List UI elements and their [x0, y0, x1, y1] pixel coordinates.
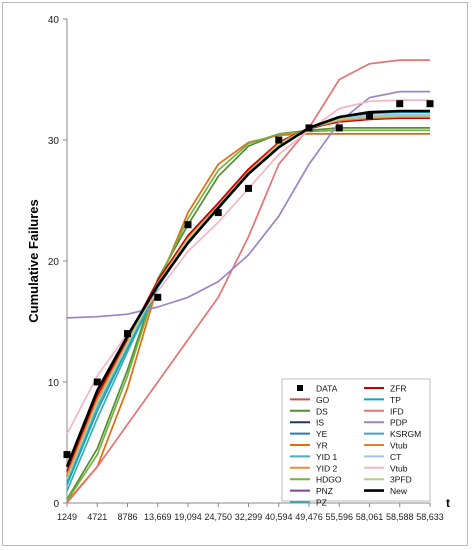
legend-label: HDGO — [316, 475, 342, 485]
legend-label: IFD — [390, 406, 404, 416]
chart-frame — [2, 2, 468, 546]
y-tick-label: 20 — [48, 257, 60, 268]
x-tick-label: 1249 — [57, 512, 77, 522]
x-tick-label: 55,596 — [325, 512, 353, 522]
legend-label: GO — [316, 395, 330, 405]
x-tick-label: 58,588 — [386, 512, 414, 522]
y-tick-label: 40 — [48, 15, 60, 26]
legend-marker-data — [297, 385, 303, 391]
legend-label: Vtub — [390, 441, 408, 451]
data-point — [124, 330, 131, 338]
x-tick-label: 24,750 — [204, 512, 232, 522]
x-tick-label: 13,669 — [144, 512, 172, 522]
legend-label: KSRGM — [390, 429, 421, 439]
legend-label: YID 1 — [316, 452, 338, 462]
data-point — [154, 293, 162, 301]
x-tick-label: 32,299 — [235, 512, 263, 522]
x-tick-label: 49,476 — [295, 512, 323, 522]
x-axis-label: t — [446, 496, 450, 510]
legend-label: PZ — [316, 498, 327, 508]
y-tick-label: 30 — [48, 136, 60, 147]
data-point — [396, 100, 404, 108]
x-tick-label: 58,633 — [416, 512, 444, 522]
legend-label: YE — [316, 429, 328, 439]
data-point — [245, 184, 252, 192]
legend-label: Vtub — [390, 463, 408, 473]
y-axis-label: Cumulative Failures — [26, 199, 41, 323]
legend-label: YID 2 — [316, 463, 338, 473]
data-point — [426, 100, 434, 108]
data-point — [214, 209, 222, 217]
legend-label: New — [390, 486, 408, 496]
x-tick-label: 58,061 — [356, 512, 384, 522]
series-line-hdgo — [66, 129, 430, 502]
legend-label: DS — [316, 406, 328, 416]
data-point — [275, 136, 283, 144]
legend-label: IS — [316, 418, 324, 428]
legend-label: 3PFD — [390, 475, 412, 485]
legend-label: CT — [390, 452, 401, 462]
x-tick-label: 4721 — [87, 512, 107, 522]
data-point — [335, 124, 343, 132]
legend-label: ZFR — [390, 384, 407, 394]
data-point — [366, 112, 373, 120]
legend-label: YR — [316, 441, 328, 451]
legend-label: PNZ — [316, 486, 333, 496]
x-tick-label: 19,094 — [174, 512, 202, 522]
data-points — [63, 100, 434, 459]
legend-label: PDP — [390, 418, 408, 428]
series-line-ds — [66, 127, 430, 500]
series-line-pdp — [66, 90, 430, 319]
x-tick-label: 40,594 — [265, 512, 293, 522]
data-point — [63, 451, 71, 459]
x-tick-label: 8786 — [117, 512, 137, 522]
data-point — [93, 378, 101, 386]
data-point — [305, 124, 313, 132]
series-line-yr — [66, 133, 430, 503]
legend-label: TP — [390, 395, 401, 405]
series-line-ifd — [66, 59, 430, 504]
data-point — [184, 221, 192, 229]
y-tick-label: 10 — [48, 378, 60, 389]
y-tick-label: 0 — [53, 499, 59, 510]
legend-label: DATA — [316, 384, 338, 394]
